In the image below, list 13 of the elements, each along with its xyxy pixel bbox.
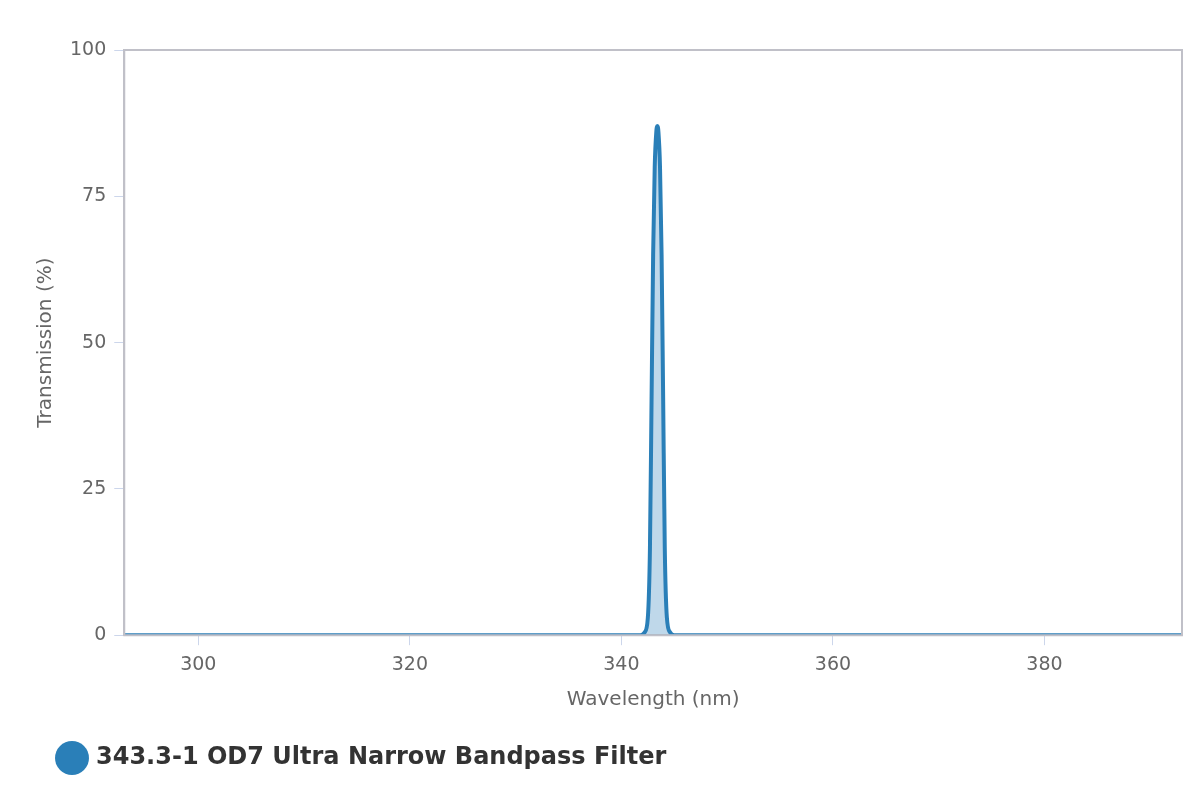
y-tick-label: 75 bbox=[82, 183, 107, 206]
y-axis-title: Transmission (%) bbox=[32, 257, 57, 429]
y-tick-label: 50 bbox=[82, 329, 107, 352]
y-tick-label: 0 bbox=[94, 622, 107, 645]
x-axis-title: Wavelength (nm) bbox=[566, 686, 740, 711]
legend-label: 343.3-1 OD7 Ultra Narrow Bandpass Filter bbox=[96, 742, 667, 771]
x-tick-label: 320 bbox=[391, 651, 428, 674]
x-tick-label: 340 bbox=[603, 651, 640, 674]
x-tick-label: 300 bbox=[180, 651, 217, 674]
y-tick-label: 100 bbox=[70, 36, 107, 59]
x-tick-label: 360 bbox=[814, 651, 852, 674]
y-tick-label: 25 bbox=[82, 475, 107, 498]
x-tick-label: 380 bbox=[1026, 651, 1063, 674]
